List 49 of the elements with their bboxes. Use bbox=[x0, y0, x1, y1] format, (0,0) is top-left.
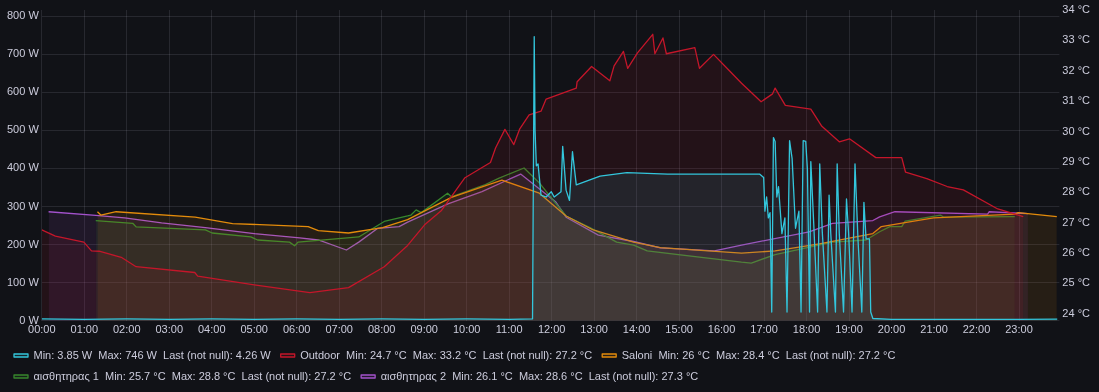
y2-tick-label: 31 °C bbox=[1062, 94, 1091, 107]
x-tick-label: 19:00 bbox=[835, 323, 863, 336]
y2-tick-label: 27 °C bbox=[1062, 215, 1091, 228]
y-tick-label: 600 W bbox=[6, 85, 40, 98]
y-tick-label: 0 W bbox=[19, 313, 40, 326]
y-tick-label: 300 W bbox=[6, 199, 40, 212]
x-tick-label: 12:00 bbox=[537, 323, 566, 336]
x-tick-label: 09:00 bbox=[410, 323, 438, 336]
x-tick-label: 04:00 bbox=[197, 323, 226, 336]
y-tick-label: 200 W bbox=[6, 237, 40, 250]
x-tick-label: 01:00 bbox=[70, 323, 99, 336]
x-tick-label: 18:00 bbox=[792, 323, 821, 336]
y2-tick-label: 30 °C bbox=[1062, 124, 1091, 137]
x-tick-label: 22:00 bbox=[962, 323, 991, 336]
y-tick-label: 400 W bbox=[6, 161, 40, 174]
x-tick-label: 06:00 bbox=[282, 323, 311, 336]
y2-tick-label: 24 °C bbox=[1062, 306, 1091, 319]
x-tick-label: 15:00 bbox=[665, 323, 693, 336]
legend-label: αισθητηρας 2 Min: 26.1 °C Max: 28.6 °C Last (not null): 27.3 °C bbox=[380, 369, 699, 382]
x-tick-label: 16:00 bbox=[707, 323, 736, 336]
y-tick-label: 800 W bbox=[6, 9, 40, 22]
y2-tick-label: 25 °C bbox=[1062, 276, 1091, 289]
y2-tick-label: 29 °C bbox=[1062, 154, 1091, 167]
y2-tick-label: 34 °C bbox=[1062, 3, 1091, 16]
x-tick-label: 14:00 bbox=[622, 323, 651, 336]
x-tick-label: 13:00 bbox=[580, 323, 608, 336]
x-tick-label: 02:00 bbox=[113, 323, 141, 336]
y2-tick-label: 33 °C bbox=[1062, 33, 1091, 46]
x-tick-label: 00:00 bbox=[28, 323, 56, 336]
x-tick-label: 23:00 bbox=[1005, 323, 1033, 336]
x-tick-label: 20:00 bbox=[877, 323, 906, 336]
y2-tick-label: 26 °C bbox=[1062, 246, 1091, 259]
legend-label: Min: 3.85 W Max: 746 W Last (not null): 4.26 W bbox=[33, 348, 272, 361]
x-tick-label: 03:00 bbox=[155, 323, 184, 336]
legend-label: Saloni Min: 26 °C Max: 28.4 °C Last (not null): 27.2 °C bbox=[621, 348, 896, 361]
legend-label: αισθητηρας 1 Min: 25.7 °C Max: 28.8 °C Last (not null): 27.2 °C bbox=[33, 369, 352, 382]
x-tick-label: 17:00 bbox=[750, 323, 778, 336]
y2-tick-label: 32 °C bbox=[1062, 63, 1091, 76]
x-tick-label: 08:00 bbox=[367, 323, 396, 336]
y2-tick-label: 28 °C bbox=[1062, 185, 1091, 198]
y-tick-label: 100 W bbox=[6, 275, 40, 288]
x-tick-label: 05:00 bbox=[240, 323, 268, 336]
y-tick-label: 500 W bbox=[6, 123, 40, 136]
x-tick-label: 10:00 bbox=[452, 323, 481, 336]
x-tick-label: 11:00 bbox=[495, 323, 523, 336]
x-tick-label: 21:00 bbox=[920, 323, 948, 336]
legend-label: Outdoor Min: 24.7 °C Max: 33.2 °C Last (not null): 27.2 °C bbox=[300, 348, 593, 361]
x-tick-label: 07:00 bbox=[325, 323, 353, 336]
y-tick-label: 700 W bbox=[6, 47, 40, 60]
